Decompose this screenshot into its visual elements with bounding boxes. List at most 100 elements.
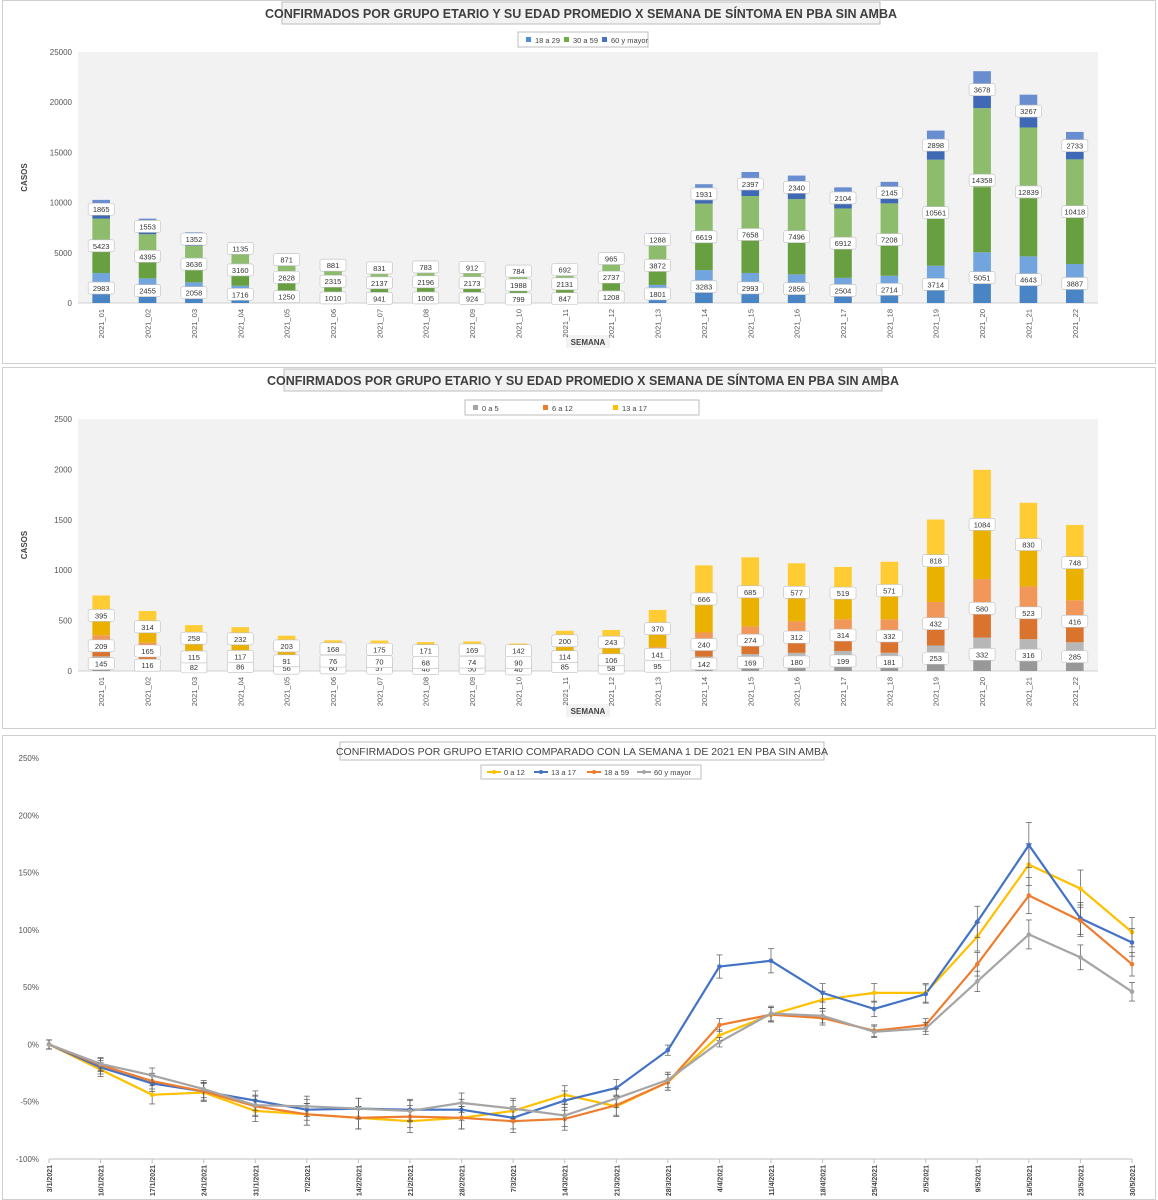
data-label: 1288 bbox=[649, 236, 666, 245]
data-label: 1135 bbox=[232, 244, 248, 253]
data-label: 847 bbox=[559, 295, 572, 304]
x-tick-label: 2021_08 bbox=[422, 309, 431, 338]
x-tick-label: 31/1/2021 bbox=[253, 1165, 260, 1196]
legend-swatch-1 bbox=[543, 405, 548, 410]
data-point-2 bbox=[1078, 918, 1083, 923]
data-label-box bbox=[597, 252, 625, 265]
data-label: 70 bbox=[375, 658, 383, 667]
data-label: 799 bbox=[512, 295, 525, 304]
data-point-1 bbox=[665, 1047, 671, 1053]
data-label-box bbox=[226, 288, 254, 301]
y-tick-label: 100% bbox=[19, 926, 39, 935]
data-label-box bbox=[968, 83, 996, 96]
data-label-box bbox=[273, 253, 300, 266]
x-tick-label: 2021_13 bbox=[654, 309, 663, 338]
bar-segment-shade-1 bbox=[695, 240, 713, 271]
data-point-3 bbox=[201, 1086, 207, 1092]
x-tick-label: 2021_19 bbox=[932, 677, 941, 706]
data-label-box bbox=[829, 191, 857, 205]
data-point-2 bbox=[1129, 961, 1135, 967]
x-tick-label: 2021_18 bbox=[885, 309, 894, 338]
data-point-3 bbox=[1078, 955, 1083, 960]
data-point-3 bbox=[871, 1029, 877, 1035]
bar-segment-shade-2 bbox=[926, 564, 945, 602]
data-label: 82 bbox=[190, 663, 198, 672]
data-label-box bbox=[319, 291, 347, 305]
legend-swatch-2 bbox=[613, 405, 618, 410]
y-tick-label: 200% bbox=[19, 811, 39, 820]
data-label: 7208 bbox=[881, 236, 898, 245]
x-tick-label: 24/1/2021 bbox=[202, 1165, 209, 1196]
data-label-box bbox=[922, 206, 950, 219]
data-label-box bbox=[273, 270, 300, 284]
data-label: 818 bbox=[929, 557, 942, 566]
data-label-box bbox=[783, 655, 810, 669]
bar-segment-shade-2 bbox=[695, 602, 713, 633]
x-tick-label: 2021_07 bbox=[375, 309, 384, 338]
x-tick-label: 2021_03 bbox=[190, 309, 199, 338]
bar-segment-shade-2 bbox=[787, 595, 806, 622]
data-label: 116 bbox=[142, 661, 154, 670]
data-label-box bbox=[551, 292, 579, 306]
data-label: 2145 bbox=[881, 189, 898, 198]
data-label-box bbox=[458, 643, 486, 657]
data-label: 1010 bbox=[325, 294, 342, 303]
data-point-3 bbox=[510, 1106, 516, 1111]
y-tick-label: 15000 bbox=[50, 148, 73, 157]
data-label: 580 bbox=[976, 604, 989, 613]
stacked-bar-chart-minors: CONFIRMADOS POR GRUPO ETARIO Y SU EDAD P… bbox=[20, 368, 1098, 717]
legend-label-2: 18 a 59 bbox=[604, 768, 629, 777]
data-label: 831 bbox=[373, 264, 386, 273]
data-label-box bbox=[412, 275, 440, 289]
x-tick-label: 7/3/2021 bbox=[511, 1165, 518, 1192]
data-label: 571 bbox=[883, 587, 896, 596]
x-tick-label: 2021_03 bbox=[190, 677, 199, 706]
data-label: 2315 bbox=[325, 277, 342, 286]
x-tick-label: 2021_10 bbox=[514, 309, 523, 338]
x-tick-label: 28/3/2021 bbox=[666, 1165, 673, 1196]
data-label-box bbox=[87, 609, 115, 622]
x-tick-label: 2021_20 bbox=[978, 677, 987, 706]
data-label-box bbox=[366, 655, 393, 669]
data-label-box bbox=[180, 232, 208, 246]
y-axis-title: CASOS bbox=[20, 530, 29, 559]
data-label: 2504 bbox=[835, 286, 852, 295]
data-label: 95 bbox=[653, 662, 661, 671]
y-axis-title: CASOS bbox=[20, 163, 29, 192]
data-label-box bbox=[876, 186, 903, 199]
data-label: 685 bbox=[744, 588, 757, 597]
bar-segment-shade-2 bbox=[1019, 548, 1038, 587]
data-label: 1865 bbox=[93, 205, 110, 214]
bar-segment-shade-2 bbox=[1066, 566, 1084, 601]
x-tick-label: 2021_19 bbox=[932, 309, 941, 338]
data-label: 10418 bbox=[1064, 208, 1085, 217]
data-point-1 bbox=[871, 1006, 877, 1012]
data-point-0 bbox=[717, 1032, 722, 1038]
data-label: 1084 bbox=[974, 520, 991, 529]
x-tick-label: 23/5/2021 bbox=[1078, 1165, 1085, 1196]
data-label: 2397 bbox=[742, 180, 759, 189]
data-point-1 bbox=[562, 1098, 568, 1103]
bar-segment-shade-1 bbox=[648, 267, 667, 285]
x-tick-label: 2021_06 bbox=[329, 309, 338, 338]
x-tick-label: 2021_01 bbox=[97, 309, 106, 338]
y-tick-label: 150% bbox=[19, 869, 39, 878]
data-point-1 bbox=[768, 958, 774, 964]
data-label: 68 bbox=[422, 659, 430, 668]
data-label-box bbox=[226, 632, 254, 646]
data-label-box bbox=[783, 230, 810, 243]
data-label-box bbox=[597, 653, 625, 667]
data-label-box bbox=[829, 654, 857, 668]
data-label: 2898 bbox=[927, 141, 944, 150]
data-point-3 bbox=[304, 1103, 310, 1109]
y-tick-label: 0% bbox=[27, 1040, 39, 1049]
data-label: 332 bbox=[976, 650, 989, 659]
x-tick-label: 2021_21 bbox=[1024, 309, 1033, 338]
data-label: 2455 bbox=[139, 287, 156, 296]
x-tick-label: 2021_18 bbox=[885, 677, 894, 706]
data-label: 1352 bbox=[186, 235, 203, 244]
data-label: 5051 bbox=[974, 274, 991, 283]
data-label-box bbox=[505, 292, 532, 306]
data-label-box bbox=[644, 622, 671, 635]
data-label: 10561 bbox=[925, 209, 946, 218]
